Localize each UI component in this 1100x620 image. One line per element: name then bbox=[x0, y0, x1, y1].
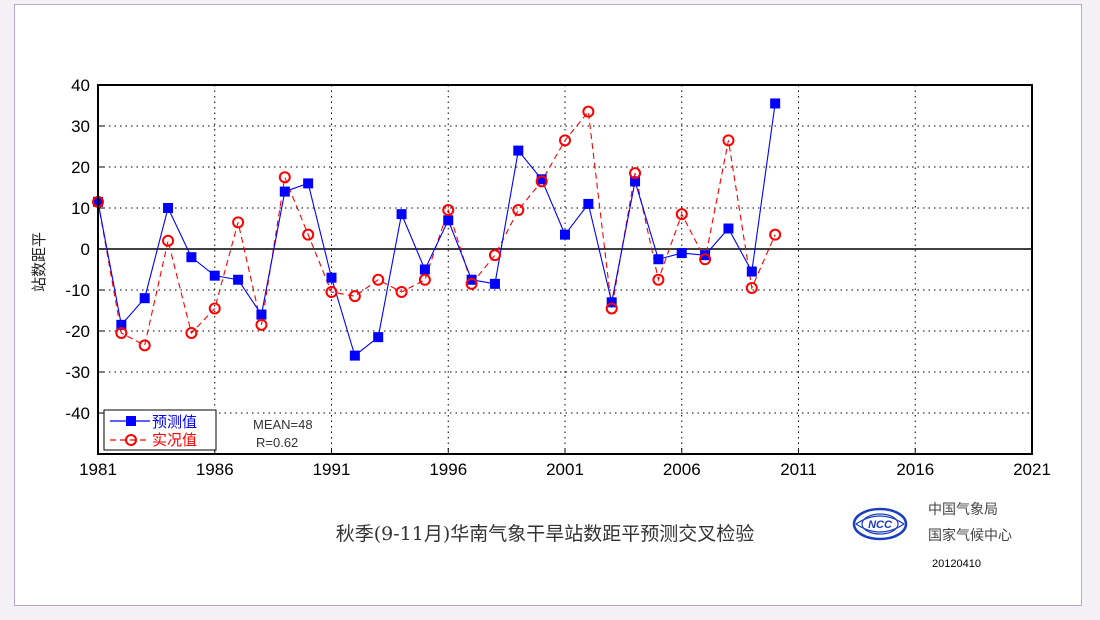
observed-point bbox=[769, 228, 782, 241]
y-tick-label: -30 bbox=[65, 363, 90, 382]
forecast-point bbox=[560, 229, 570, 240]
forecast-point bbox=[279, 186, 290, 197]
series-line-observed bbox=[97, 110, 776, 347]
y-tick-label: -40 bbox=[65, 404, 90, 423]
forecast-point bbox=[396, 209, 407, 220]
legend-box bbox=[103, 409, 217, 451]
legend: 预测值 实况值 bbox=[103, 409, 217, 451]
observed-point bbox=[372, 273, 385, 286]
y-tick-label: 10 bbox=[71, 199, 90, 218]
forecast-point bbox=[630, 176, 641, 187]
y-axis-label: 站数距平 bbox=[30, 232, 48, 292]
forecast-point bbox=[349, 350, 360, 361]
forecast-point bbox=[536, 174, 547, 185]
issue-date: 20120410 bbox=[932, 558, 981, 570]
forecast-point bbox=[723, 223, 734, 234]
chart-title: 秋季(9-11月)华南气象干旱站数距平预测交叉检验 bbox=[336, 523, 755, 545]
observed-point bbox=[325, 286, 338, 299]
x-tick-label: 1981 bbox=[79, 460, 117, 479]
observed-point bbox=[418, 273, 431, 286]
observed-point bbox=[559, 134, 571, 147]
forecast-point bbox=[513, 145, 524, 156]
org-name-cma: 中国气象局 bbox=[928, 502, 998, 518]
forecast-point bbox=[116, 319, 127, 330]
plot-area bbox=[97, 84, 1033, 455]
observed-point bbox=[582, 105, 595, 118]
x-tick-label: 1996 bbox=[429, 460, 467, 479]
observed-point bbox=[745, 281, 758, 294]
mean-annotation: MEAN=48 bbox=[253, 417, 313, 432]
observed-point bbox=[232, 216, 245, 229]
x-tick-label: 1991 bbox=[313, 460, 351, 479]
chart-frame bbox=[14, 4, 1082, 606]
y-tick-label: 20 bbox=[71, 158, 90, 177]
forecast-point bbox=[606, 297, 617, 308]
forecast-point bbox=[583, 198, 594, 209]
forecast-point bbox=[676, 248, 687, 259]
y-tick-label: 30 bbox=[71, 117, 90, 136]
series-line-forecast bbox=[97, 103, 776, 357]
forecast-point bbox=[326, 272, 337, 283]
forecast-point bbox=[233, 274, 244, 285]
forecast-point bbox=[186, 252, 197, 263]
observed-point bbox=[138, 339, 151, 352]
observed-point bbox=[162, 234, 175, 247]
observed-point bbox=[302, 228, 315, 241]
x-tick-label: 2011 bbox=[780, 460, 817, 479]
observed-point bbox=[442, 204, 455, 217]
observed-point bbox=[535, 175, 548, 188]
observed-point bbox=[395, 286, 408, 299]
observed-point bbox=[278, 171, 291, 184]
ncc-logo: NCC bbox=[852, 507, 908, 541]
legend-marker-observed bbox=[125, 434, 137, 446]
observed-point bbox=[675, 208, 688, 221]
forecast-point bbox=[256, 309, 267, 320]
observed-point bbox=[465, 277, 478, 290]
forecast-point bbox=[443, 215, 454, 226]
forecast-point bbox=[373, 332, 384, 343]
observed-point bbox=[512, 204, 525, 217]
observed-point bbox=[208, 302, 221, 315]
legend-label-forecast: 预测值 bbox=[152, 413, 197, 431]
forecast-point bbox=[139, 293, 150, 304]
observed-point bbox=[255, 318, 268, 331]
legend-label-observed: 实况值 bbox=[152, 431, 197, 449]
forecast-point bbox=[209, 270, 220, 281]
y-tick-label: 40 bbox=[71, 76, 90, 95]
forecast-point bbox=[163, 203, 174, 213]
forecast-point bbox=[653, 254, 664, 265]
observed-point bbox=[488, 249, 501, 262]
x-tick-label: 2006 bbox=[663, 460, 701, 479]
x-tick-label: 2016 bbox=[896, 460, 934, 479]
observed-point bbox=[605, 302, 618, 315]
r-annotation: R=0.62 bbox=[256, 435, 298, 450]
observed-point bbox=[629, 167, 642, 180]
forecast-point bbox=[419, 264, 430, 275]
x-tick-label: 2021 bbox=[1013, 460, 1051, 479]
observed-point bbox=[652, 273, 665, 286]
y-tick-label: -10 bbox=[65, 281, 90, 300]
forecast-point bbox=[303, 178, 314, 189]
y-tick-label: 0 bbox=[81, 240, 90, 259]
observed-point bbox=[722, 134, 735, 147]
forecast-point bbox=[746, 266, 757, 277]
observed-point bbox=[115, 327, 128, 340]
observed-point bbox=[185, 327, 198, 340]
observed-point bbox=[699, 253, 712, 266]
legend-marker-forecast bbox=[126, 416, 136, 426]
x-tick-label: 1986 bbox=[196, 460, 234, 479]
forecast-point bbox=[770, 98, 781, 109]
svg-text:NCC: NCC bbox=[868, 519, 893, 531]
x-tick-label: 2001 bbox=[546, 460, 584, 479]
observed-point bbox=[348, 290, 361, 303]
forecast-point bbox=[489, 278, 500, 289]
y-tick-label: -20 bbox=[65, 322, 90, 341]
org-name-ncc: 国家气候中心 bbox=[928, 527, 1012, 544]
